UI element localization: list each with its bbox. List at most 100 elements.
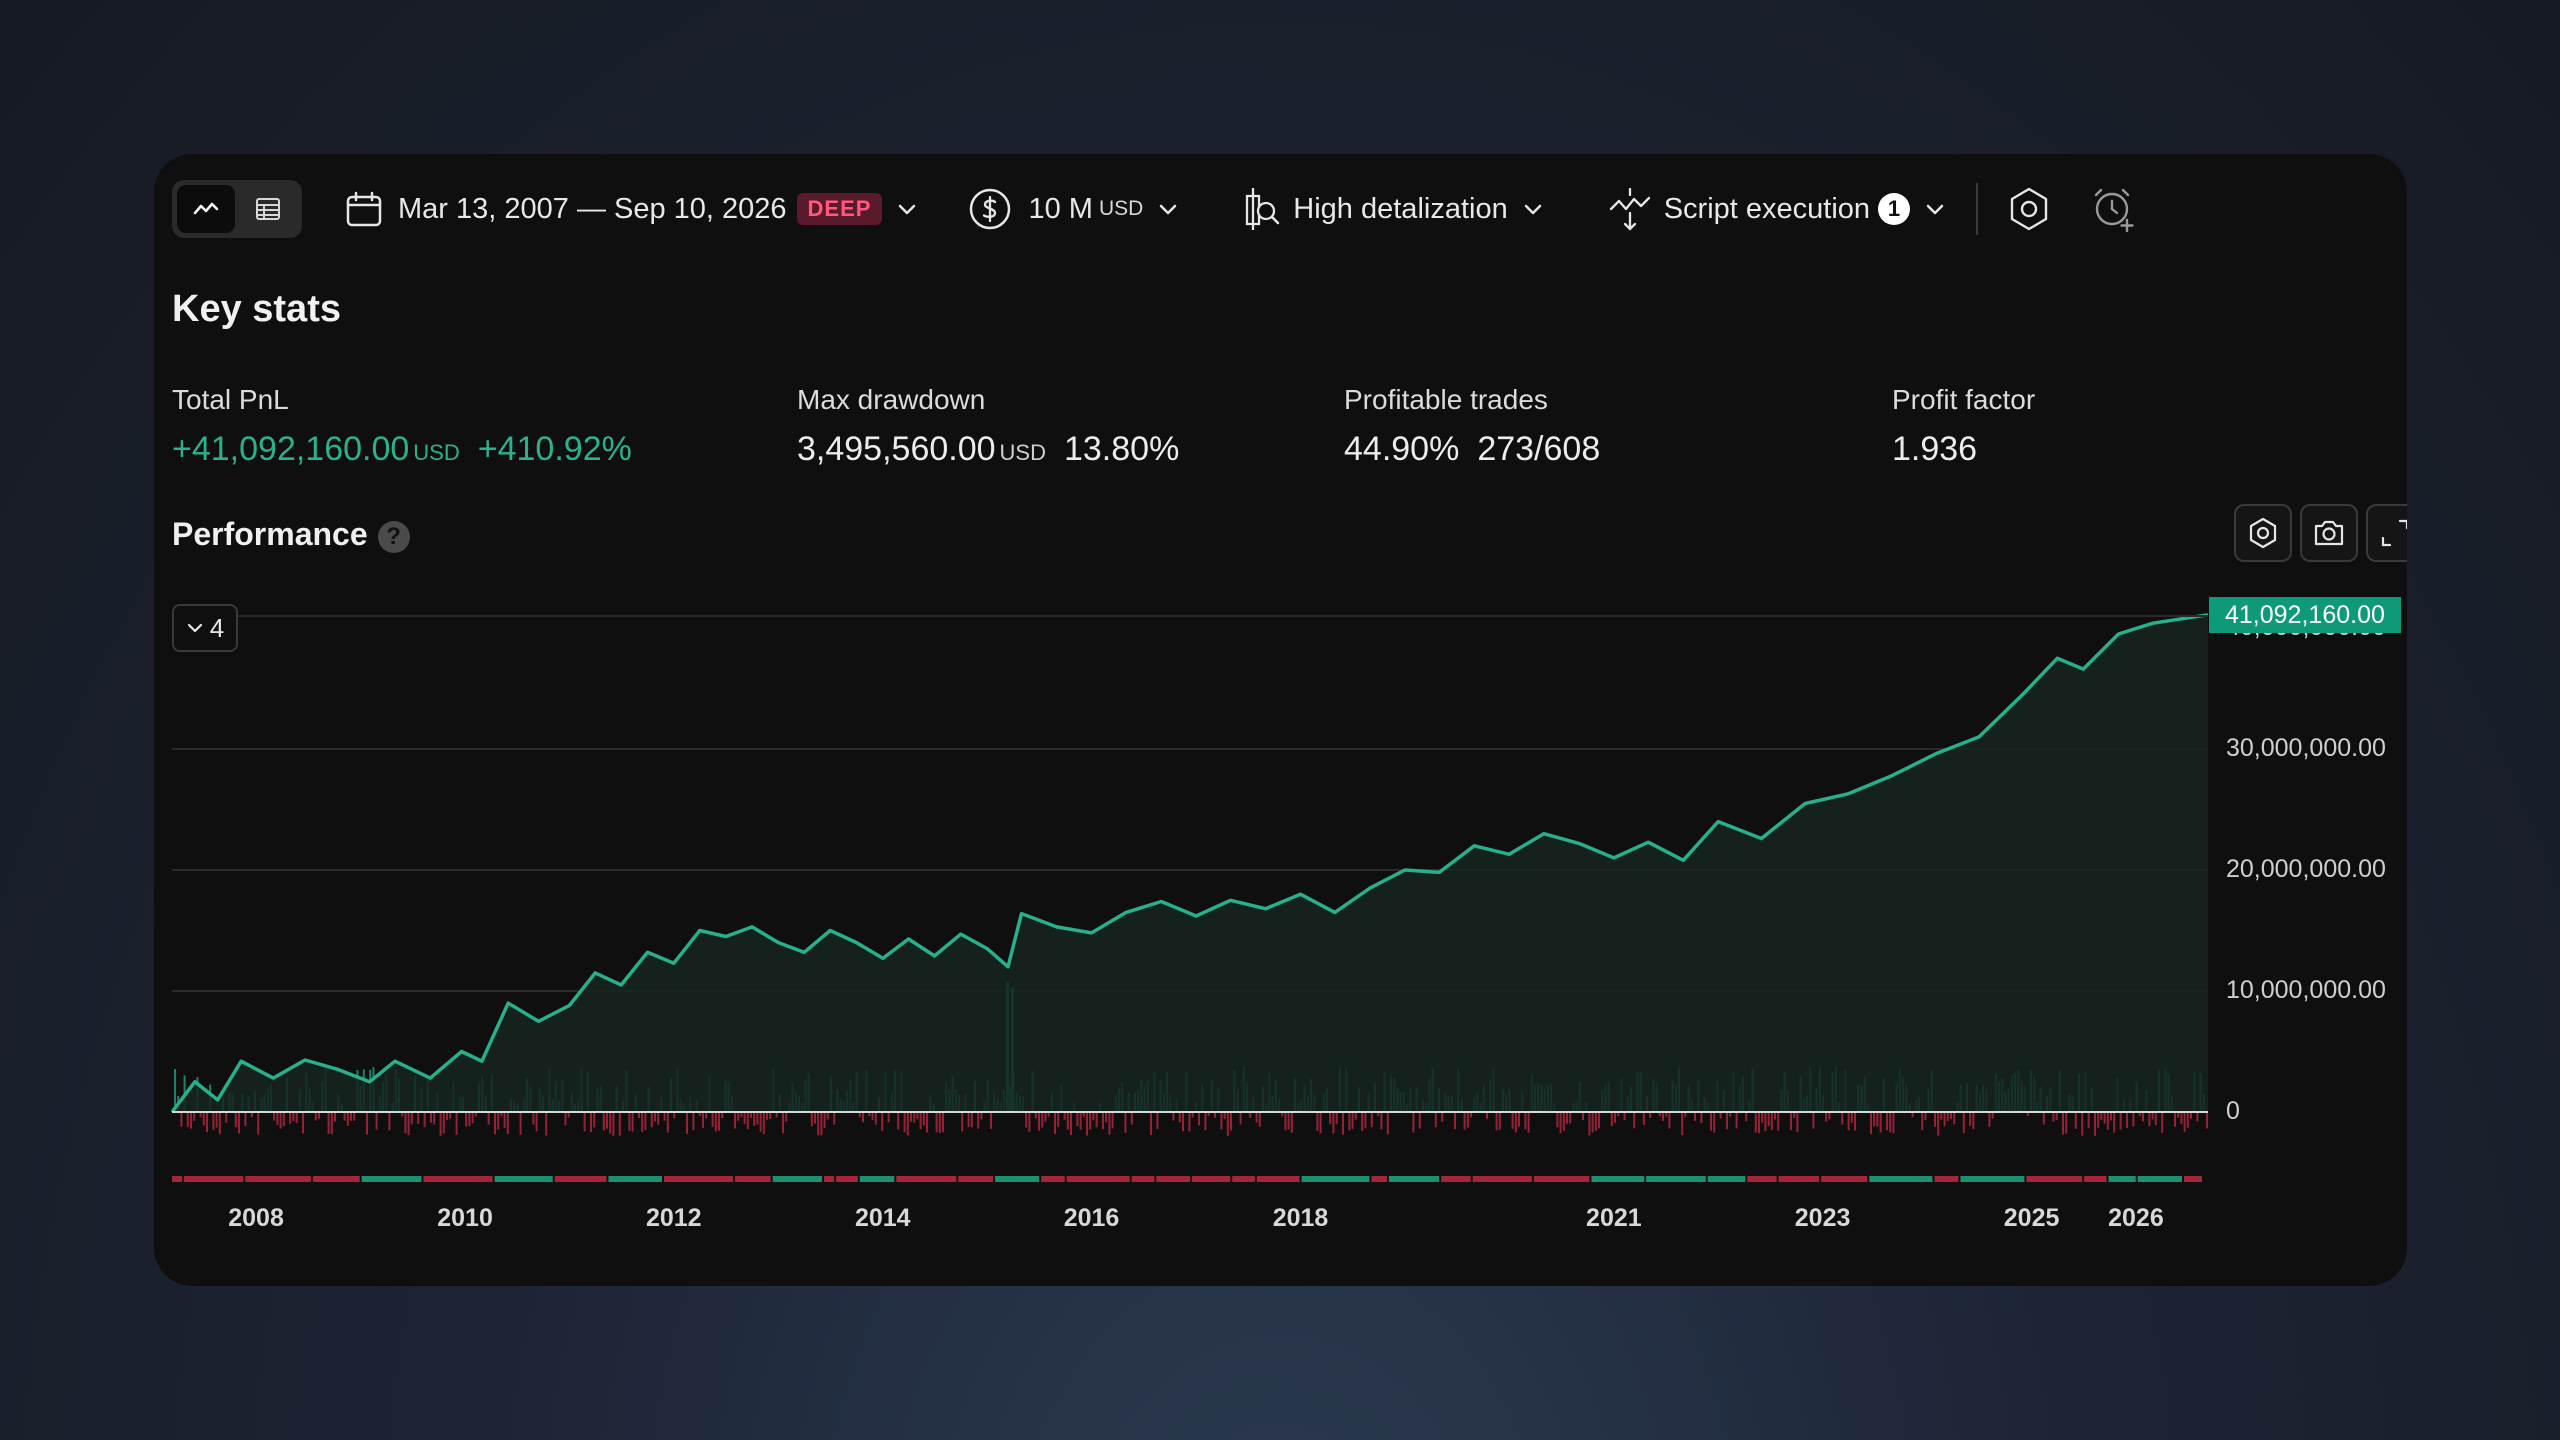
trade-bar-loss <box>1623 1112 1626 1121</box>
trade-bar-loss <box>862 1112 864 1123</box>
strip-segment-loss <box>896 1176 957 1182</box>
trade-bar-loss <box>782 1112 784 1134</box>
trade-bar-loss <box>257 1112 260 1135</box>
strip-segment-win <box>2137 1176 2182 1182</box>
trade-bar-loss <box>887 1112 890 1123</box>
trade-bar-loss <box>190 1112 192 1129</box>
camera-icon <box>2314 520 2344 546</box>
trade-bar-loss <box>193 1112 196 1121</box>
trade-bar-loss <box>1102 1112 1104 1130</box>
screenshot-button[interactable] <box>2300 504 2358 562</box>
trade-bar-loss <box>1825 1112 1828 1122</box>
settings-button[interactable] <box>2006 179 2052 239</box>
fullscreen-button[interactable] <box>2366 504 2407 562</box>
trade-bar-loss <box>922 1112 925 1126</box>
trade-bar-loss <box>1441 1112 1444 1122</box>
trade-bar-loss <box>1364 1112 1367 1129</box>
bar-magnifier-icon <box>1246 188 1280 230</box>
trade-bar-loss <box>212 1112 215 1130</box>
chevron-down-icon <box>1160 204 1177 215</box>
script-execution-selector[interactable]: Script execution 1 <box>1608 179 1946 239</box>
trade-bar-loss <box>206 1112 208 1133</box>
trade-bar-loss <box>1735 1112 1738 1129</box>
initial-capital-selector[interactable]: 10 M USD <box>968 179 1179 239</box>
detalization-selector[interactable]: High detalization <box>1243 179 1543 239</box>
trade-bar-loss <box>1681 1112 1684 1136</box>
profitable-trades-ratio: 273/608 <box>1477 430 1601 468</box>
trade-bar-loss <box>2026 1112 2029 1117</box>
trade-bar-loss <box>1057 1112 1060 1127</box>
trade-bar-loss <box>1719 1112 1722 1119</box>
add-alert-button[interactable] <box>2090 179 2138 239</box>
trade-bar-loss <box>1466 1112 1469 1128</box>
trade-bar-loss <box>1287 1112 1290 1130</box>
trade-bar-loss <box>1594 1112 1597 1131</box>
trade-bar-loss <box>2148 1112 2151 1127</box>
performance-chart[interactable] <box>154 154 2407 1286</box>
trade-bar-loss <box>1204 1112 1207 1131</box>
trade-bar-loss <box>1095 1112 1098 1128</box>
trade-bar-loss <box>2065 1112 2068 1134</box>
trade-bar-loss <box>282 1112 285 1127</box>
trade-bar-loss <box>2119 1112 2122 1130</box>
profit-factor-label: Profit factor <box>1892 384 2036 415</box>
trade-bar-loss <box>1412 1112 1415 1133</box>
trade-bar-loss <box>737 1112 740 1121</box>
trade-bar-loss <box>318 1112 320 1119</box>
trade-bar-loss <box>1761 1112 1764 1123</box>
strip-segment-loss <box>1747 1176 1777 1182</box>
trade-bar-loss <box>1470 1112 1472 1118</box>
trade-bar-loss <box>2094 1112 2096 1136</box>
max-drawdown-value: 3,495,560.00 <box>797 430 996 468</box>
trade-bar-loss <box>1946 1112 1949 1122</box>
trade-bar-loss <box>535 1112 538 1132</box>
strip-segment-loss <box>2084 1176 2107 1182</box>
help-icon[interactable]: ? <box>377 520 410 553</box>
trade-bar-loss <box>916 1112 919 1120</box>
trade-bar-loss <box>1214 1112 1216 1118</box>
trade-bar-loss <box>650 1112 653 1128</box>
trade-bar-loss <box>753 1112 756 1127</box>
trade-bar-loss <box>215 1112 218 1128</box>
trade-bar-loss <box>417 1112 420 1124</box>
trade-bar-loss <box>1876 1112 1879 1127</box>
trade-bar-loss <box>644 1112 647 1131</box>
deep-badge: DEEP <box>796 193 883 225</box>
trade-bar-loss <box>1633 1112 1636 1129</box>
y-axis-tick-label: 10,000,000.00 <box>2226 976 2386 1004</box>
chart-settings-button[interactable] <box>2234 504 2292 562</box>
trade-bar-loss <box>775 1112 778 1118</box>
trade-bar-loss <box>705 1112 708 1119</box>
trade-bar-loss <box>1054 1112 1056 1134</box>
chart-view-button[interactable] <box>177 185 235 233</box>
trade-bar-loss <box>926 1112 928 1133</box>
trade-bar-loss <box>823 1112 826 1129</box>
strip-segment-loss <box>1131 1176 1155 1182</box>
profitable-trades-percent: 44.90% <box>1344 430 1460 468</box>
trade-bar-loss <box>606 1112 608 1129</box>
trade-bar-loss <box>1962 1112 1965 1134</box>
trade-bar-loss <box>545 1112 548 1136</box>
trade-bar-loss <box>1198 1112 1200 1126</box>
x-axis-tick-label: 2018 <box>1272 1204 1329 1232</box>
trade-bar-loss <box>638 1112 640 1119</box>
total-pnl-values: +41,092,160.00 USD +410.92% <box>172 430 632 469</box>
trade-bar-loss <box>1777 1112 1780 1131</box>
trade-bar-loss <box>1082 1112 1085 1117</box>
trade-bar-loss <box>532 1112 535 1125</box>
trade-bar-loss <box>1284 1112 1287 1131</box>
date-range-selector[interactable]: Mar 13, 2007 — Sep 10, 2026 DEEP <box>344 179 918 239</box>
trade-bar-loss <box>314 1112 317 1121</box>
table-view-button[interactable] <box>239 185 297 233</box>
collapse-chip[interactable]: 4 <box>172 604 238 652</box>
trade-bar-loss <box>2138 1112 2141 1117</box>
trade-bar-loss <box>734 1112 736 1129</box>
trade-bar-loss <box>1044 1112 1047 1122</box>
total-pnl-unit: USD <box>413 440 460 465</box>
trade-bar-loss <box>465 1112 468 1127</box>
trade-bar-loss <box>1316 1112 1319 1132</box>
max-drawdown-values: 3,495,560.00 USD 13.80% <box>797 430 1179 469</box>
trade-bar-loss <box>2174 1112 2176 1127</box>
trade-bar-loss <box>1220 1112 1223 1130</box>
trade-bar-loss <box>1223 1112 1226 1120</box>
